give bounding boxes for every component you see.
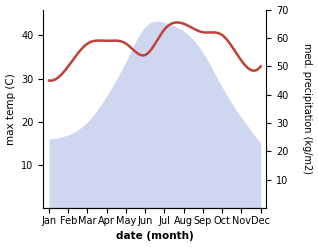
X-axis label: date (month): date (month) [116,231,194,242]
Y-axis label: med. precipitation (kg/m2): med. precipitation (kg/m2) [302,43,313,174]
Y-axis label: max temp (C): max temp (C) [5,73,16,145]
